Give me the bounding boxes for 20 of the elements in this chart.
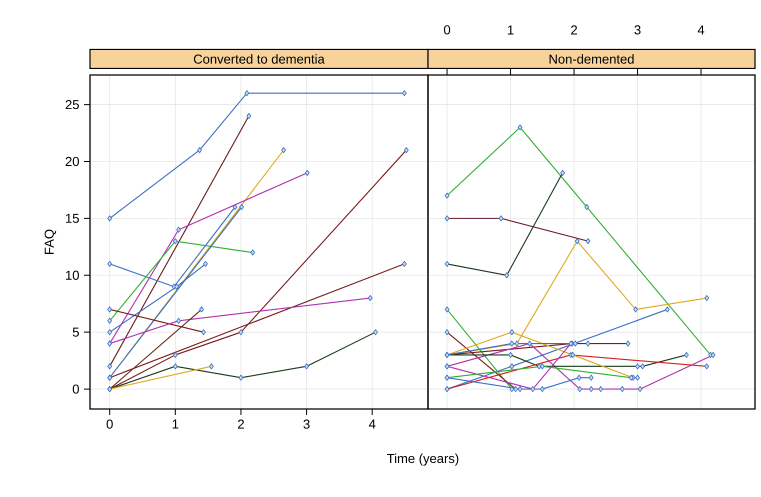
y-tick-label: 25 — [66, 100, 79, 110]
x-tick-label: 3 — [634, 25, 641, 34]
x-tick-label: 2 — [571, 25, 578, 34]
x-tick-label: 1 — [508, 26, 514, 34]
x-tick-label: 1 — [172, 420, 178, 428]
x-tick-label: 3 — [303, 420, 310, 429]
y-tick-label: 20 — [66, 156, 79, 166]
chart-title: Converted to dementia — [194, 54, 325, 64]
x-tick-label: 4 — [368, 420, 376, 428]
chart-title: Non-demented — [550, 54, 634, 64]
y-tick-label: 10 — [66, 270, 79, 280]
y-tick-label: 15 — [66, 214, 79, 223]
y-axis-title: FAQ — [44, 230, 56, 254]
y-tick-label: 5 — [72, 328, 79, 337]
x-axis-title: Time (years) — [387, 454, 458, 466]
x-tick-label: 0 — [444, 25, 450, 34]
y-tick-label: 0 — [72, 384, 79, 394]
x-tick-label: 0 — [106, 420, 113, 429]
x-tick-label: 4 — [698, 26, 704, 34]
x-tick-label: 2 — [238, 420, 244, 429]
